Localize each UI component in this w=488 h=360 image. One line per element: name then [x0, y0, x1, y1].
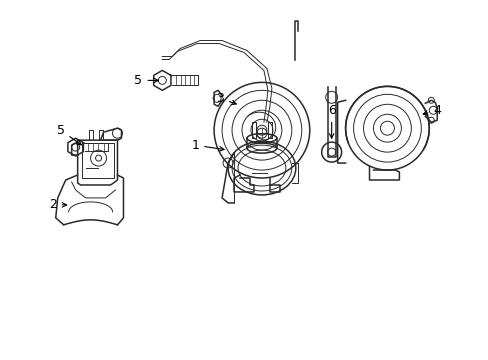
Text: 5: 5 [57, 124, 81, 145]
Text: 4: 4 [422, 104, 440, 117]
Text: 3: 3 [216, 92, 236, 105]
Text: 6: 6 [327, 104, 335, 138]
Text: 2: 2 [49, 198, 66, 211]
Text: 1: 1 [191, 139, 224, 152]
Text: 5: 5 [134, 74, 158, 87]
